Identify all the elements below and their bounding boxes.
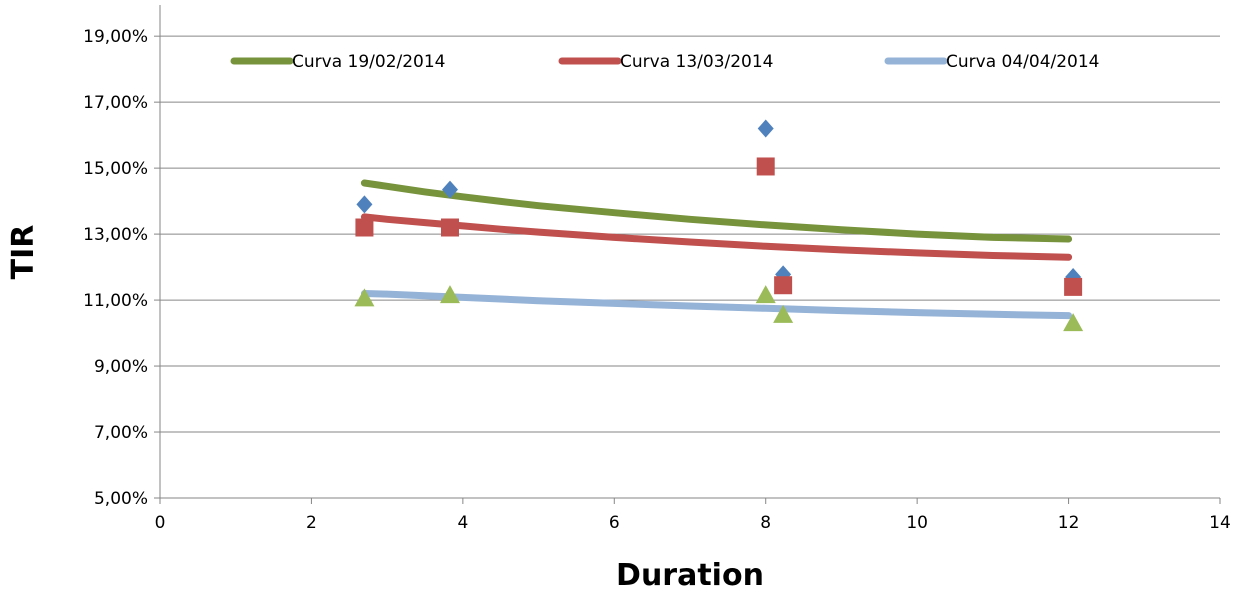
data-point-triangle xyxy=(1063,313,1084,332)
series-line xyxy=(360,213,1073,261)
y-tick-label: 19,00% xyxy=(83,27,148,47)
y-tick-label: 5,00% xyxy=(94,489,148,509)
data-point-triangle xyxy=(773,304,794,323)
y-tick-label: 7,00% xyxy=(94,423,148,443)
y-axis-title: TIR xyxy=(6,225,41,280)
data-point-square xyxy=(440,218,459,237)
series-line xyxy=(360,179,1073,243)
data-point-square xyxy=(1064,277,1083,296)
legend-label: Curva 19/02/2014 xyxy=(292,52,446,72)
data-point-diamond xyxy=(757,119,774,138)
data-point-triangle xyxy=(439,285,460,304)
data-point-diamond xyxy=(356,195,373,214)
data-point-square xyxy=(756,157,775,176)
data-point-square xyxy=(774,276,793,295)
x-tick-label: 4 xyxy=(457,513,468,533)
point-layer xyxy=(354,119,1084,332)
x-tick-label: 6 xyxy=(609,513,620,533)
data-point-triangle xyxy=(755,285,776,304)
y-tick-label: 9,00% xyxy=(94,357,148,377)
x-tick-label: 14 xyxy=(1209,513,1231,533)
series-line xyxy=(360,290,1073,320)
y-tick-label: 17,00% xyxy=(83,93,148,113)
grid-layer xyxy=(160,35,1220,499)
legend-label: Curva 13/03/2014 xyxy=(620,52,774,72)
y-tick-label: 13,00% xyxy=(83,225,148,245)
curve-layer xyxy=(360,179,1073,320)
data-point-diamond xyxy=(441,180,458,199)
y-tick-label: 11,00% xyxy=(83,291,148,311)
x-tick-label: 12 xyxy=(1058,513,1080,533)
y-tick-label: 15,00% xyxy=(83,159,148,179)
x-tick-label: 8 xyxy=(760,513,771,533)
x-tick-label: 0 xyxy=(155,513,166,533)
x-tick-label: 2 xyxy=(306,513,317,533)
data-point-square xyxy=(355,218,374,237)
legend-label: Curva 04/04/2014 xyxy=(946,52,1100,72)
legend: Curva 19/02/2014 Curva 13/03/2014 Curva 04… xyxy=(230,52,1100,72)
x-tick-label: 10 xyxy=(906,513,928,533)
axis-layer: 5,00% 7,00% 9,00% 11,00% 13,00% 15,00% 17,00% 1… xyxy=(83,5,1231,533)
x-axis-title: Duration xyxy=(616,558,764,593)
data-point-triangle xyxy=(354,288,375,307)
